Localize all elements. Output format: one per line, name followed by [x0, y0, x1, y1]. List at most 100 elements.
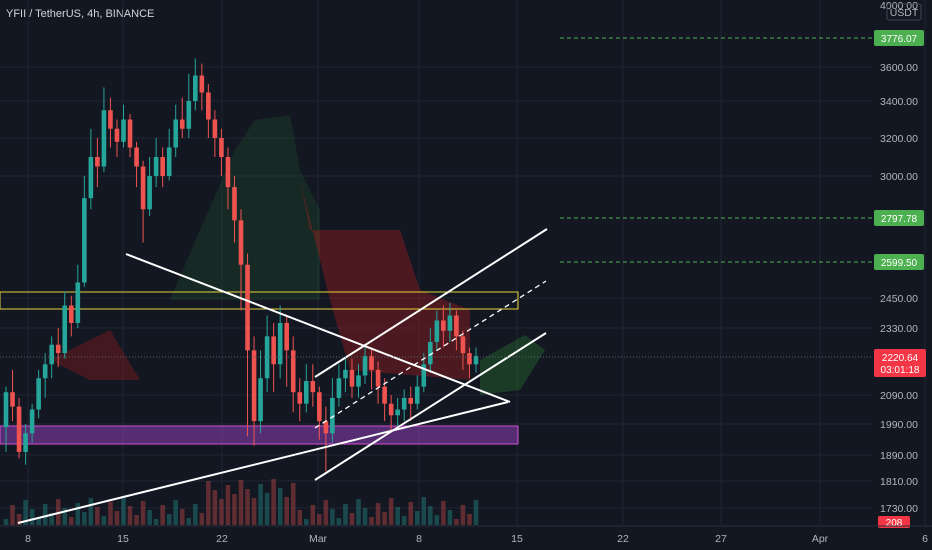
candle-body — [369, 355, 374, 370]
volume-bar — [179, 509, 185, 525]
candle-body — [251, 350, 257, 422]
candle-body — [179, 119, 185, 129]
volume-bar — [428, 506, 433, 525]
price-tick-label: 3000.00 — [880, 171, 918, 183]
volume-bar — [23, 500, 28, 525]
price-tick-label: 3200.00 — [880, 133, 918, 145]
price-axis[interactable]: 3600.00 3400.00 3200.00 3000.00 2450.00 2330.… — [874, 0, 926, 529]
candle-body — [140, 166, 146, 210]
volume-bar — [447, 510, 453, 525]
currency-box — [886, 3, 922, 21]
candle-body — [447, 315, 453, 331]
candle-body — [166, 147, 172, 176]
volume-bar — [75, 503, 81, 525]
candle-body — [55, 344, 61, 354]
volume-bar — [140, 501, 146, 525]
volume-tag-label: 208 — [886, 518, 903, 529]
downtrend-line — [125, 253, 511, 403]
target-price-tag — [874, 254, 924, 270]
target-price-label: 2797.78 — [881, 214, 918, 225]
volume-bar — [88, 498, 94, 525]
ichimoku-cloud — [50, 115, 545, 395]
target-price-label: 3776.07 — [881, 34, 918, 45]
candle-body — [414, 386, 420, 404]
volume-bar — [408, 502, 414, 525]
candle-body — [310, 381, 316, 393]
candle-body — [401, 397, 407, 410]
volume-bar — [245, 489, 250, 525]
volume-bar — [421, 497, 427, 525]
time-tick-label: 27 — [715, 533, 727, 545]
candle-body — [336, 378, 342, 398]
time-tick-label: Mar — [309, 533, 328, 545]
volume-bar — [271, 479, 276, 525]
volume-bar — [310, 505, 316, 525]
candle-body — [460, 336, 466, 354]
volume-bar — [441, 501, 446, 525]
candle-body — [441, 320, 446, 331]
candle-body — [82, 198, 87, 283]
volume-bar — [277, 488, 283, 525]
candle-body — [147, 176, 152, 210]
price-tick-label: 1730.00 — [880, 503, 918, 515]
volume-bar — [82, 512, 87, 525]
candle-body — [290, 350, 296, 393]
volume-bar — [290, 483, 296, 525]
volume-bar — [232, 494, 237, 525]
candle-body — [375, 369, 381, 387]
volume-bar — [297, 510, 303, 525]
volume-bar — [330, 509, 335, 525]
candle-body — [29, 409, 35, 434]
target-price-label: 2599.50 — [881, 258, 918, 269]
volume-bar — [401, 516, 407, 525]
volume-bar — [36, 518, 41, 525]
volume-bar — [303, 519, 309, 525]
time-tick-label: 8 — [416, 533, 422, 545]
volume-bar — [225, 485, 231, 525]
volume-bar — [42, 504, 48, 525]
volume-bar — [62, 508, 68, 525]
volume-bar — [369, 517, 374, 525]
time-tick-label: 15 — [511, 533, 523, 545]
volume-bar — [349, 513, 355, 525]
candle-body — [297, 392, 303, 404]
current-price-tag — [874, 349, 926, 377]
candle-body — [16, 406, 22, 452]
volume-bar — [212, 490, 218, 525]
time-tick-label: 15 — [117, 533, 129, 545]
volume-bar — [460, 505, 466, 525]
candle-body — [75, 282, 81, 323]
current-price-label: 2220.64 — [882, 353, 919, 364]
candle-body — [186, 101, 192, 129]
volume-bar — [454, 519, 459, 525]
volume-bar — [3, 519, 9, 525]
candle-body — [330, 397, 335, 434]
candle-body — [42, 364, 48, 379]
cloud-red-area — [300, 180, 470, 380]
candle-body — [434, 320, 440, 342]
time-tick-label: 6 — [922, 533, 928, 545]
candle-body — [62, 305, 68, 354]
channel-mid-line — [314, 280, 547, 429]
candle-body — [421, 364, 427, 387]
volume-bar — [473, 500, 479, 525]
candle-body — [36, 378, 41, 410]
time-axis[interactable]: 8 15 22 Mar 8 15 22 27 Apr 6 — [0, 525, 932, 545]
candle-body — [199, 75, 205, 93]
volume-bar — [16, 514, 22, 525]
countdown-label: 03:01:18 — [881, 365, 920, 376]
volume-bar — [251, 498, 257, 525]
volume-tag — [878, 516, 910, 528]
candle-body — [219, 138, 224, 157]
price-tick-label: 2090.00 — [880, 390, 918, 402]
candle-body — [23, 433, 28, 452]
candle-body — [245, 264, 250, 351]
candle-body — [3, 392, 9, 428]
volume-bar — [160, 505, 165, 525]
volume-bar — [336, 518, 342, 525]
resistance-zone — [0, 291, 519, 310]
candle-body — [206, 92, 211, 120]
candle-body — [10, 392, 15, 407]
candle-body — [343, 369, 348, 379]
